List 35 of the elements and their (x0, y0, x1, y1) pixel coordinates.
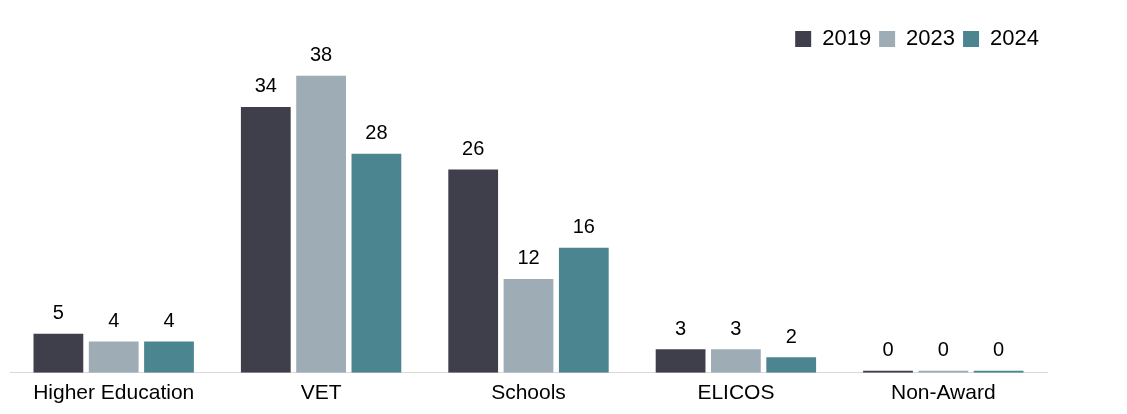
bar (503, 278, 554, 373)
bar (33, 333, 84, 373)
data-label: 34 (254, 74, 277, 97)
bar (296, 75, 346, 373)
data-label: 5 (52, 301, 64, 324)
bar (766, 357, 817, 373)
x-tick-label: VET (300, 380, 342, 404)
x-tick-label: ELICOS (697, 380, 775, 404)
bar (655, 349, 706, 373)
x-tick-label: Schools (491, 380, 566, 404)
data-label: 38 (309, 43, 333, 66)
data-label: 0 (937, 338, 949, 361)
legend-label: 2019 (822, 25, 872, 51)
data-label: 4 (108, 309, 120, 332)
data-label: 3 (730, 316, 742, 339)
x-tick-label: Higher Education (33, 380, 195, 404)
data-label: 16 (572, 215, 595, 238)
data-label: 28 (365, 121, 388, 144)
legend-label: 2024 (990, 25, 1040, 51)
legend-label: 2023 (906, 25, 956, 51)
data-label: 0 (882, 338, 894, 361)
data-label: 3 (675, 316, 687, 339)
data-label: 4 (163, 309, 175, 332)
bar (144, 341, 194, 373)
data-label: 2 (785, 324, 797, 347)
bar (558, 247, 609, 373)
data-label: 12 (517, 246, 540, 269)
data-label: 0 (993, 338, 1005, 361)
bar (88, 341, 139, 373)
bar (448, 169, 499, 373)
bar (351, 153, 402, 373)
bar (711, 349, 761, 373)
data-label: 26 (462, 137, 485, 159)
bar (240, 106, 291, 373)
x-tick-label: Non-Award (890, 380, 996, 404)
